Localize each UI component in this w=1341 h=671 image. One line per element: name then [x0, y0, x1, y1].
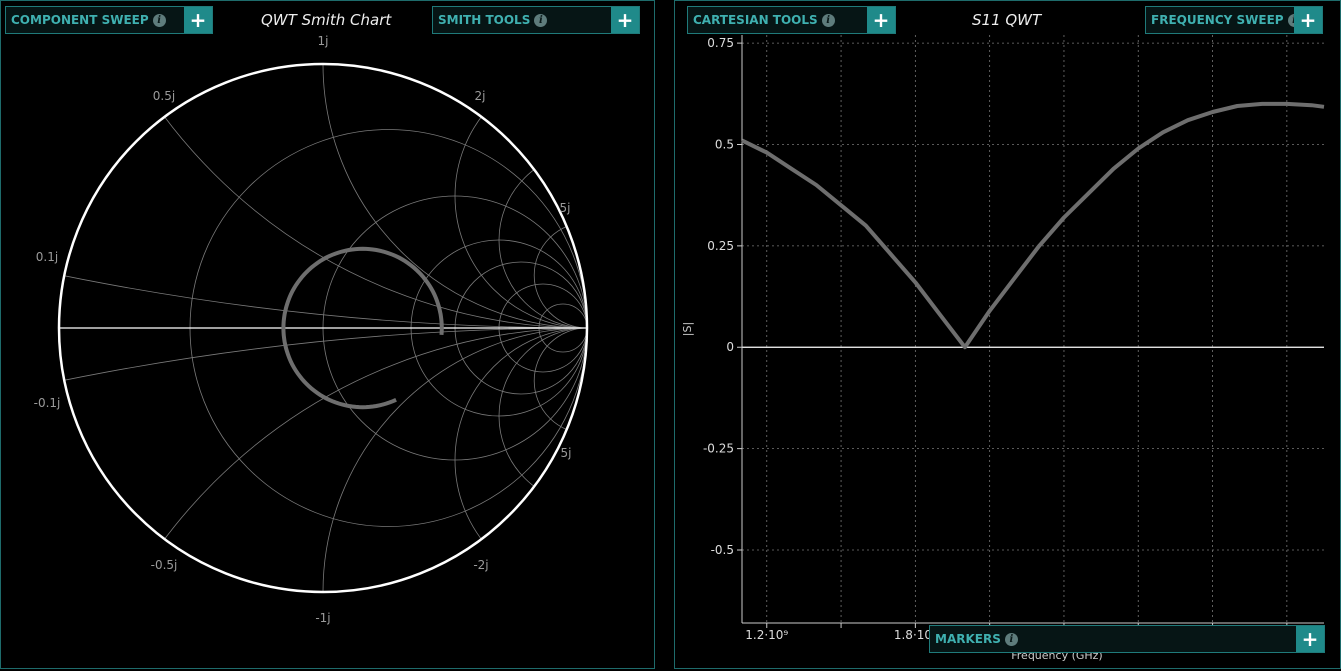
- markers-label: MARKERS: [935, 632, 1001, 646]
- smith-label-p01: 0.1j: [36, 250, 58, 264]
- y-tick-label: 0.25: [707, 239, 734, 253]
- frequency-sweep-label: FREQUENCY SWEEP: [1151, 13, 1284, 27]
- reactance-arc: [533, 222, 587, 329]
- smith-tools-button[interactable]: SMITH TOOLS i +: [432, 6, 640, 34]
- y-tick-label: -0.25: [703, 442, 734, 456]
- y-tick-label: 0.75: [707, 36, 734, 50]
- plus-icon[interactable]: +: [867, 7, 895, 33]
- reactance-arc: [533, 327, 587, 434]
- reactance-arc: [322, 327, 587, 592]
- frequency-sweep-button[interactable]: FREQUENCY SWEEP i +: [1145, 6, 1323, 34]
- reactance-arc: [454, 327, 587, 592]
- cartesian-tools-button[interactable]: CARTESIAN TOOLS i +: [687, 6, 896, 34]
- reactance-arc: [322, 64, 587, 329]
- smith-chart-panel: 1j 0.5j 2j 5j 0.1j -0.1j 5j -0.5j -2j -1j COMPONE…: [0, 0, 655, 669]
- smith-label-m05: -0.5j: [151, 558, 178, 572]
- reactance-arc: [498, 327, 587, 505]
- component-sweep-button[interactable]: COMPONENT SWEEP i +: [5, 6, 213, 34]
- smith-label-p05: 0.5j: [153, 89, 175, 103]
- smith-grid: [59, 64, 587, 592]
- reactance-arc: [59, 327, 587, 592]
- smith-label-m1: -1j: [315, 611, 330, 625]
- smith-chart: 1j 0.5j 2j 5j 0.1j -0.1j 5j -0.5j -2j -1j: [34, 34, 589, 625]
- smith-label-p5: 5j: [560, 201, 571, 215]
- component-sweep-label: COMPONENT SWEEP: [11, 13, 149, 27]
- reactance-arc: [454, 64, 587, 329]
- smith-label-m2: -2j: [473, 558, 488, 572]
- reactance-arc: [498, 151, 587, 329]
- smith-label-m5: 5j: [561, 446, 572, 460]
- plus-icon[interactable]: +: [1294, 7, 1322, 33]
- smith-trace: [281, 246, 444, 410]
- y-axis-label: |S|: [681, 322, 694, 336]
- smith-tools-label: SMITH TOOLS: [438, 13, 531, 27]
- info-icon[interactable]: i: [821, 13, 835, 27]
- smith-outer-circle: [57, 62, 589, 594]
- smith-label-p2: 2j: [475, 89, 486, 103]
- cartesian-panel: 0.750.50.250-0.25-0.51.2·10⁹1.8·10⁹2Freq…: [674, 0, 1341, 669]
- smith-chart-title: QWT Smith Chart: [261, 11, 392, 29]
- cartesian-tools-label: CARTESIAN TOOLS: [693, 13, 818, 27]
- info-icon[interactable]: i: [534, 13, 548, 27]
- markers-button[interactable]: MARKERS i +: [929, 625, 1325, 653]
- x-tick-label: 1.8·10⁹: [894, 628, 937, 642]
- info-icon[interactable]: i: [152, 13, 166, 27]
- cartesian-chart-title: S11 QWT: [972, 11, 1042, 29]
- x-tick-label: 1.2·10⁹: [745, 628, 788, 642]
- y-tick-label: -0.5: [711, 543, 734, 557]
- reactance-arc: [59, 64, 587, 329]
- info-icon[interactable]: i: [1004, 632, 1018, 646]
- plus-icon[interactable]: +: [1296, 626, 1324, 652]
- smith-label-p1: 1j: [318, 34, 329, 48]
- plus-icon[interactable]: +: [184, 7, 212, 33]
- series-line-S11: [741, 101, 1325, 350]
- y-tick-label: 0.5: [715, 137, 734, 151]
- smith-label-m01: -0.1j: [34, 396, 61, 410]
- plus-icon[interactable]: +: [611, 7, 639, 33]
- y-tick-label: 0: [726, 340, 734, 354]
- cartesian-chart: 0.750.50.250-0.25-0.51.2·10⁹1.8·10⁹2Freq…: [681, 35, 1325, 662]
